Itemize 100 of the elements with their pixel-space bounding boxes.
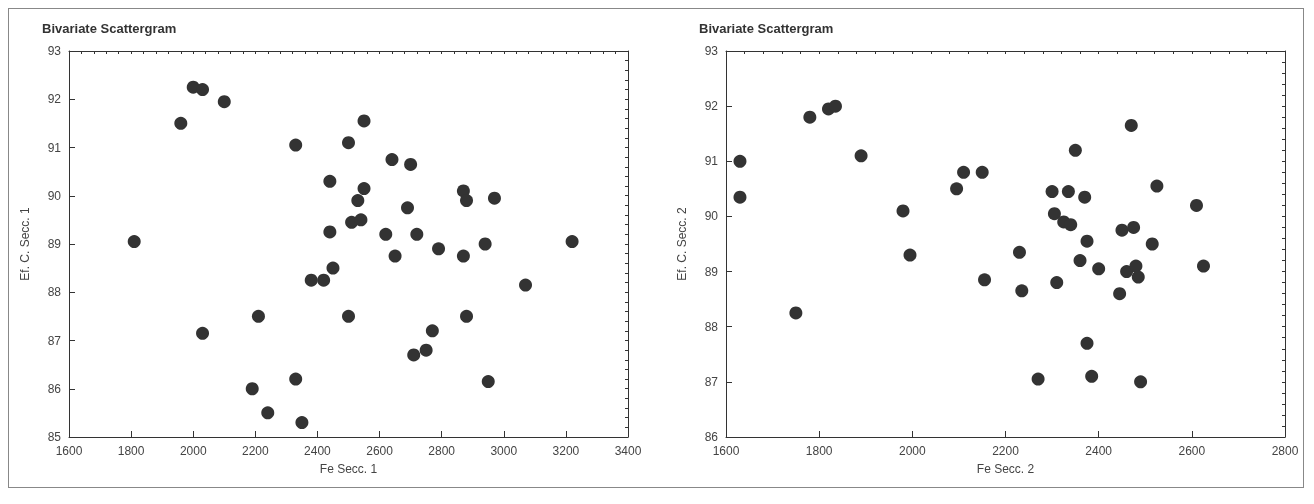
point	[854, 149, 868, 163]
point	[828, 99, 842, 113]
point	[1150, 179, 1164, 193]
point	[1124, 118, 1138, 132]
point	[803, 110, 817, 124]
y-tick-label: 89	[704, 264, 719, 279]
point	[1080, 234, 1094, 248]
x-axis-title: Fe Secc. 1	[319, 462, 378, 476]
point	[1196, 259, 1210, 273]
y-tick-label: 90	[47, 188, 62, 203]
y-tick-label: 92	[47, 92, 62, 107]
point	[1092, 262, 1106, 276]
point	[217, 95, 231, 109]
point	[1145, 237, 1159, 251]
point	[317, 273, 331, 287]
point	[196, 326, 210, 340]
point	[460, 194, 474, 208]
y-tick-label: 88	[704, 319, 719, 334]
point	[1064, 218, 1078, 232]
point	[326, 261, 340, 275]
point	[323, 174, 337, 188]
point	[565, 235, 579, 249]
x-tick-label: 2800	[428, 444, 456, 458]
point	[1080, 336, 1094, 350]
point	[789, 306, 803, 320]
y-tick-label: 89	[47, 237, 62, 251]
point	[1085, 369, 1099, 383]
point	[289, 138, 303, 152]
point	[456, 249, 470, 263]
point	[357, 114, 371, 128]
point	[487, 191, 501, 205]
point	[957, 165, 971, 179]
point	[342, 309, 355, 323]
x-tick-label: 2400	[304, 444, 332, 458]
point	[1120, 265, 1134, 279]
point	[379, 227, 393, 241]
point	[388, 249, 402, 263]
point	[1047, 207, 1061, 221]
x-tick-label: 1600	[712, 444, 740, 458]
point	[410, 227, 424, 241]
y-tick-label: 88	[47, 285, 62, 300]
x-tick-label: 2000	[898, 444, 926, 458]
point	[261, 406, 275, 420]
point	[1131, 270, 1145, 284]
chart-title: Bivariate Scattergram	[42, 21, 177, 36]
y-tick-label: 93	[704, 44, 719, 58]
point	[975, 165, 989, 179]
point	[419, 343, 433, 357]
y-tick-label: 91	[47, 140, 62, 155]
point	[245, 382, 259, 396]
point	[1068, 143, 1082, 157]
x-tick-label: 3000	[490, 444, 518, 458]
point	[481, 375, 495, 389]
x-tick-label: 1800	[805, 444, 833, 458]
point	[1190, 198, 1203, 212]
y-tick-label: 85	[47, 430, 62, 444]
point	[196, 83, 210, 97]
point	[404, 157, 418, 171]
chart-title: Bivariate Scattergram	[699, 21, 834, 36]
point	[1061, 185, 1075, 199]
point	[460, 309, 474, 323]
x-axis-title: Fe Secc. 2	[976, 462, 1035, 476]
point	[323, 225, 337, 239]
x-tick-label: 1800	[117, 444, 145, 458]
point	[1134, 375, 1148, 389]
point	[1015, 284, 1029, 298]
y-tick-label: 86	[47, 381, 62, 396]
point	[950, 182, 964, 196]
point	[357, 182, 371, 196]
x-tick-label: 2600	[366, 444, 394, 458]
point	[407, 348, 421, 362]
point	[1012, 245, 1026, 259]
point	[896, 204, 910, 218]
y-tick-label: 86	[704, 430, 719, 444]
x-tick-label: 2800	[1271, 444, 1299, 458]
point	[1127, 220, 1141, 234]
y-tick-label: 87	[704, 374, 719, 389]
point	[342, 136, 355, 150]
point	[425, 324, 439, 338]
y-tick-label: 87	[47, 333, 62, 348]
x-tick-label: 2200	[241, 444, 269, 458]
point	[978, 273, 992, 287]
point	[251, 309, 265, 323]
point	[733, 154, 747, 168]
point	[1050, 276, 1064, 290]
point	[174, 116, 188, 130]
y-axis-title: Ef. C. Secc. 1	[18, 206, 32, 281]
x-tick-label: 2000	[179, 444, 207, 458]
point	[1129, 259, 1143, 273]
y-tick-label: 93	[47, 44, 62, 58]
point	[903, 248, 917, 262]
x-tick-label: 1600	[55, 444, 83, 458]
x-tick-label: 3200	[552, 444, 580, 458]
x-tick-label: 2400	[1085, 444, 1113, 458]
point	[733, 190, 747, 204]
y-tick-label: 91	[704, 154, 719, 169]
point	[432, 242, 446, 256]
point	[127, 235, 141, 249]
point	[304, 273, 318, 287]
point	[289, 372, 303, 386]
